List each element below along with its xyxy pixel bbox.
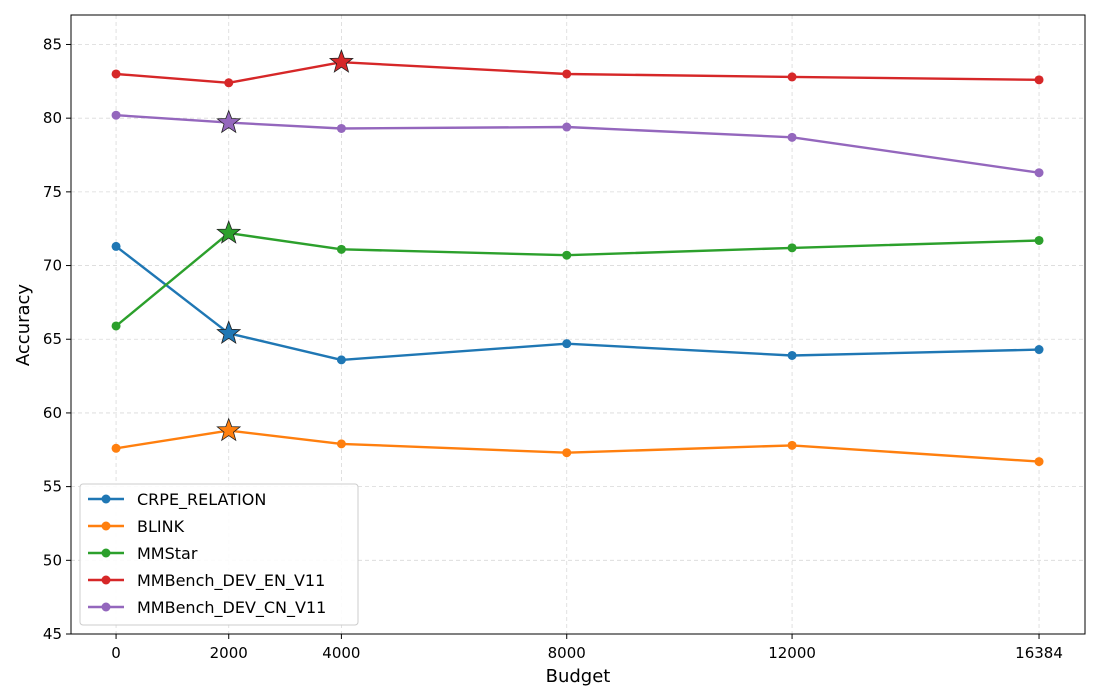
- legend-label: MMStar: [137, 544, 198, 563]
- x-tick-label: 16384: [1015, 644, 1063, 662]
- best-point-star: [216, 109, 242, 134]
- data-point: [562, 69, 572, 79]
- y-tick-label: 85: [43, 35, 62, 53]
- legend-label: CRPE_RELATION: [137, 490, 266, 510]
- best-point-star: [328, 49, 354, 73]
- x-tick-label: 12000: [768, 644, 816, 662]
- y-tick-label: 45: [43, 625, 62, 643]
- x-tick-label: 4000: [322, 644, 360, 662]
- data-point: [562, 250, 572, 260]
- data-point: [111, 241, 121, 251]
- series-line: [116, 61, 1040, 85]
- x-tick-label: 0: [111, 644, 121, 662]
- legend: CRPE_RELATION BLINK MMStar MMBench_DEV_EN_V…: [79, 483, 359, 626]
- series-line: [115, 429, 1040, 463]
- series-crpe-relation: [111, 241, 1044, 365]
- series-line: [115, 245, 1040, 362]
- data-point: [111, 69, 121, 79]
- data-point: [336, 244, 346, 254]
- data-point: [787, 132, 797, 142]
- data-point: [111, 110, 121, 120]
- y-axis-title: Accuracy: [13, 284, 34, 367]
- legend-marker: [101, 602, 111, 612]
- y-tick-label: 80: [43, 109, 62, 127]
- legend-marker: [101, 494, 111, 504]
- best-point-star: [216, 417, 242, 442]
- data-point: [562, 448, 572, 458]
- plot-frame: [70, 14, 1086, 635]
- legend-item: MMBench_DEV_CN_V11: [88, 598, 326, 618]
- data-point: [1034, 75, 1044, 85]
- data-point: [787, 350, 797, 360]
- data-point: [1034, 345, 1044, 355]
- data-point: [224, 78, 234, 88]
- axes: 45 50 55 60 65 70 75 80 85 0 2000 4000 8000 12000 1638…: [43, 14, 1086, 662]
- legend-item: MMStar: [88, 544, 198, 563]
- legend-label: MMBench_DEV_CN_V11: [137, 598, 326, 618]
- series-mmstar: [111, 219, 1044, 331]
- y-tick-label: 55: [43, 478, 62, 496]
- legend-label: MMBench_DEV_EN_V11: [137, 571, 325, 591]
- legend-marker: [101, 548, 111, 558]
- data-point: [111, 443, 121, 453]
- legend-item: MMBench_DEV_EN_V11: [88, 571, 325, 591]
- data-point: [562, 122, 572, 132]
- y-tick-label: 60: [43, 404, 62, 422]
- y-tick-label: 50: [43, 551, 62, 569]
- series-layer: [111, 49, 1044, 467]
- legend-box: [79, 483, 359, 626]
- data-point: [787, 440, 797, 450]
- data-point: [336, 123, 346, 133]
- best-point-star: [216, 219, 242, 244]
- y-tick-label: 65: [43, 330, 62, 348]
- data-point: [336, 439, 346, 449]
- data-point: [787, 243, 797, 253]
- x-tick-label: 8000: [548, 644, 586, 662]
- legend-marker: [101, 575, 111, 585]
- legend-label: BLINK: [137, 517, 185, 536]
- data-point: [1034, 457, 1044, 467]
- data-point: [562, 339, 572, 349]
- series-mmbench-dev-en-v11: [111, 49, 1044, 88]
- legend-item: BLINK: [88, 517, 185, 536]
- y-tick-label: 70: [43, 257, 62, 275]
- data-point: [1034, 235, 1044, 245]
- series-line: [115, 231, 1040, 327]
- legend-marker: [101, 521, 111, 531]
- y-tick-label: 75: [43, 183, 62, 201]
- x-axis-title: Budget: [546, 666, 611, 687]
- series-line: [116, 114, 1040, 174]
- series-blink: [111, 417, 1044, 467]
- data-point: [787, 72, 797, 82]
- legend-item: CRPE_RELATION: [88, 490, 266, 510]
- x-tick-label: 2000: [210, 644, 248, 662]
- data-point: [1034, 168, 1044, 178]
- series-mmbench-dev-cn-v11: [111, 109, 1044, 178]
- best-point-star: [216, 320, 242, 345]
- data-point: [111, 321, 121, 331]
- data-point: [336, 355, 346, 365]
